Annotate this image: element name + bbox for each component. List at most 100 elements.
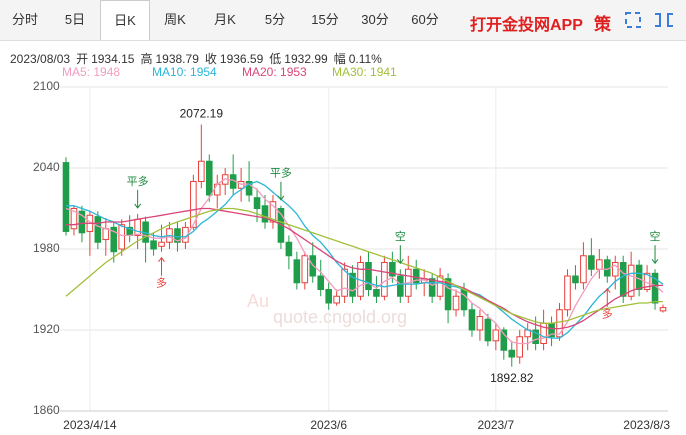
candle-body [508,349,516,358]
candle-body [460,289,468,311]
candle-body [627,264,635,297]
candle-body [635,264,643,291]
extreme-label: 2072.19 [180,107,224,121]
x-tick-label: 2023/6 [310,418,347,432]
candle-body [444,278,452,311]
signal-arrow [396,245,404,265]
quote-value: 1934.15 [91,52,135,66]
y-tick-label: 2100 [33,79,60,93]
candle-body [389,262,396,277]
candle-body [325,289,332,304]
signal-arrow [158,256,165,276]
candle-body [341,268,348,297]
candle-body [619,262,627,297]
candle-body [317,275,325,290]
candle-body [333,295,340,304]
candle-body [564,275,571,311]
candle-body [484,318,492,342]
ma-line [66,207,663,330]
period-tab[interactable]: 周K [164,12,186,27]
period-tab[interactable]: 5日 [64,12,86,27]
candle-body [245,181,253,196]
candle-body [293,259,301,284]
quote-value: 1936.59 [219,52,264,66]
signal-arrow [134,189,142,209]
candle-body [205,160,213,196]
quote-line: 2023/08/03 开 1934.15 高 1938.79 收 1936.59 低 1932.… [10,50,388,67]
signal-label: 多 [602,307,613,321]
ma-line [66,180,664,339]
candle-body [397,275,404,297]
strategy-icon[interactable]: 策 [594,15,611,34]
signal-label: 平多 [127,174,149,188]
y-tick-label: 2040 [33,160,60,174]
quote-value: 0.11% [348,52,382,66]
period-tab[interactable]: 日K [100,0,150,40]
candle-body [556,309,563,338]
ma-line [65,207,663,324]
candle-body [118,224,126,250]
period-tab[interactable]: 30分 [361,12,389,27]
candle-body [261,205,269,223]
candle-body [285,241,293,257]
quote-label: 开 [76,52,89,66]
candle-body [349,272,356,297]
watermark-logo: Au [247,291,269,311]
period-tab[interactable]: 60分 [411,12,439,27]
candle-body [237,181,245,189]
signal-label: 空 [395,229,406,243]
candle-body [62,162,70,232]
candle-body [110,226,118,253]
candle-body [428,278,436,297]
app-link[interactable]: 打开金投网APP [470,17,583,34]
x-tick-label: 2023/7 [477,418,514,432]
period-tab[interactable]: 分时 [11,12,38,27]
legend-entry: MA10: 1954 [152,65,217,79]
period-tab[interactable]: 15分 [311,12,339,27]
period-tabs: 分时 5日 日K 周K 月K 5分 15分 30分 60分 [0,0,686,41]
candle-body [476,316,484,331]
candle-body [198,160,205,182]
quote-value: 1932.99 [284,52,328,66]
candle-body [659,307,667,312]
candle-body [365,262,372,290]
quote-value: 1938.79 [155,52,199,66]
watermark-text: quote.cngold.org [273,307,407,327]
candle-body [436,275,444,297]
candle-body [174,228,181,243]
candle-body [134,218,141,237]
candle-body [596,259,603,270]
candle-body [588,255,595,270]
candle-body [301,255,309,284]
candle-body [412,268,420,284]
y-tick-label: 1980 [33,241,60,255]
candle-body [158,241,165,247]
candle-body [381,262,388,297]
quote-label: 收 [204,52,217,66]
candle-body [78,210,86,234]
period-tab[interactable]: 5分 [264,12,286,27]
signal-label: 多 [156,276,167,290]
signal-arrow [277,181,285,201]
candle-body [516,336,524,358]
candle-body [102,228,110,241]
signal-arrow [651,245,659,265]
signal-label: 空 [650,229,661,243]
candle-body [94,216,102,243]
candle-body [572,275,579,284]
candle-body [532,329,539,344]
quote-label: 低 [269,52,282,66]
y-tick-label: 1860 [33,403,60,417]
candle-body [611,262,619,277]
quote-label: 幅 [333,52,346,66]
period-tab[interactable]: 月K [214,12,236,27]
extreme-label: 1892.82 [490,371,534,385]
candle-body [468,309,476,331]
candle-body [213,183,221,196]
candle-body [373,289,380,297]
y-tick-label: 1920 [33,322,60,336]
candle-body [190,181,197,228]
legend-entry: MA30: 1941 [332,65,397,79]
candle-body [452,295,460,311]
